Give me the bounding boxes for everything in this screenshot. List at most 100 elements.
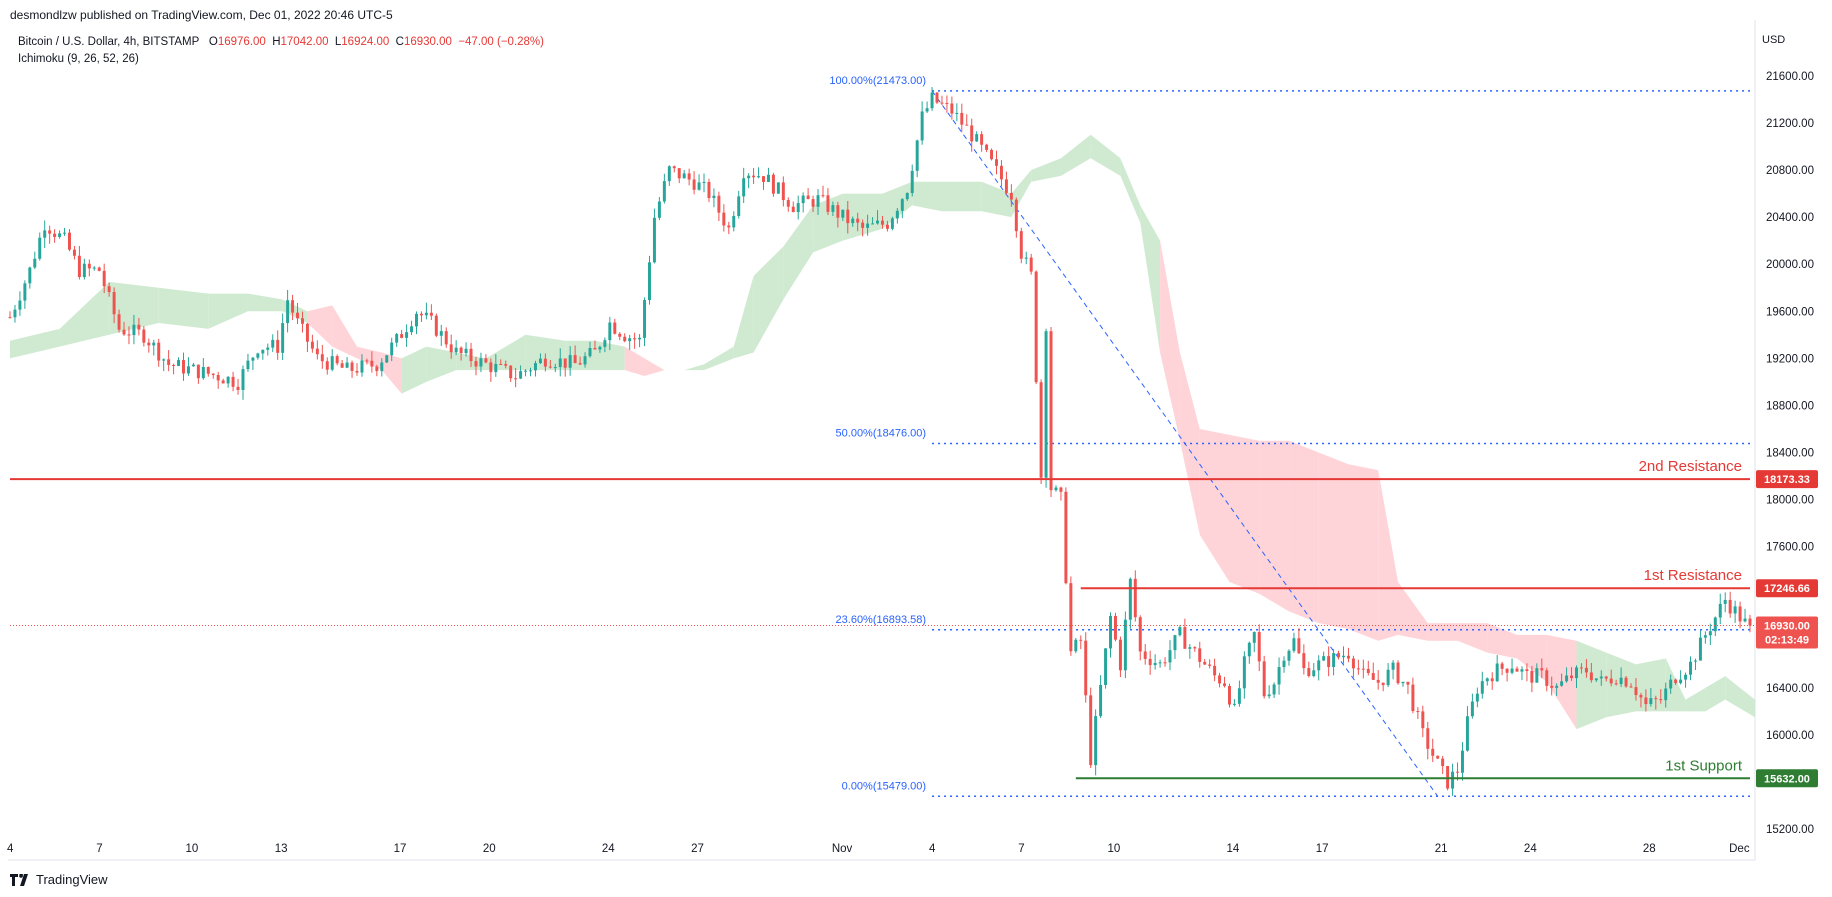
time-tick-label: 7 bbox=[96, 843, 102, 855]
level-name-label: 1st Resistance bbox=[1644, 567, 1742, 584]
currency-label[interactable]: USD bbox=[1762, 34, 1786, 46]
candle-body bbox=[1525, 669, 1529, 672]
candle-body bbox=[970, 125, 974, 142]
candle-body bbox=[58, 233, 62, 237]
fib-level-label: 0.00%(15479.00) bbox=[842, 780, 926, 792]
candle-body bbox=[965, 124, 969, 126]
candle-body bbox=[1713, 617, 1717, 632]
candle-body bbox=[419, 313, 423, 316]
candle-body bbox=[310, 341, 314, 349]
candle-body bbox=[712, 195, 716, 199]
candle-body bbox=[1262, 661, 1266, 697]
kumo-segment bbox=[783, 205, 814, 300]
price-axis: 21600.00 21200.00 20800.00 20400.00 20000.00… bbox=[1766, 71, 1814, 836]
candle-body bbox=[82, 263, 86, 278]
candle-body bbox=[1416, 711, 1420, 713]
price-tick-label: 16400.00 bbox=[1766, 683, 1814, 695]
candle-body bbox=[246, 360, 250, 370]
candle-body bbox=[1505, 668, 1509, 673]
candle-body bbox=[251, 357, 255, 361]
candle-body bbox=[350, 362, 354, 371]
candle-body bbox=[504, 364, 508, 366]
candle-body bbox=[1406, 681, 1410, 685]
candle-body bbox=[1599, 676, 1603, 679]
open-label: O bbox=[208, 36, 218, 48]
candle-body bbox=[1312, 670, 1316, 677]
candle-body bbox=[757, 176, 761, 178]
candle-body bbox=[1272, 684, 1276, 695]
candle-body bbox=[851, 218, 855, 224]
candle-body bbox=[1480, 681, 1484, 694]
candle-body bbox=[1064, 491, 1068, 584]
candle-body bbox=[623, 336, 627, 342]
candle-body bbox=[1495, 663, 1499, 682]
candle-body bbox=[935, 92, 939, 103]
candle-body bbox=[1143, 651, 1147, 659]
kumo-segment bbox=[1348, 464, 1379, 641]
candle-body bbox=[1252, 632, 1256, 643]
candle-body bbox=[23, 283, 27, 301]
level-price-badge-text: 18173.33 bbox=[1764, 474, 1810, 486]
candle-body bbox=[856, 218, 860, 223]
candle-body bbox=[1500, 663, 1504, 669]
level-price-badge-text: 15632.00 bbox=[1764, 773, 1810, 785]
tradingview-logo-text: TradingView bbox=[36, 872, 108, 887]
kumo-segment bbox=[753, 246, 784, 353]
candle-body bbox=[434, 315, 438, 336]
candle-body bbox=[1267, 694, 1271, 697]
kumo-segment bbox=[1060, 134, 1091, 176]
candle-body bbox=[1113, 615, 1117, 640]
candle-body bbox=[1084, 640, 1088, 696]
candle-body bbox=[410, 326, 414, 333]
level-price-badge-text: 17246.66 bbox=[1764, 583, 1810, 595]
candle-body bbox=[980, 134, 984, 145]
candle-body bbox=[1039, 382, 1043, 478]
ichimoku-cloud bbox=[10, 134, 1755, 730]
kumo-segment bbox=[208, 293, 248, 329]
candle-body bbox=[1664, 688, 1668, 701]
candle-body bbox=[127, 334, 131, 336]
kumo-segment bbox=[1517, 634, 1547, 682]
candle-body bbox=[1024, 257, 1028, 259]
candle-body bbox=[861, 222, 865, 228]
candle-body bbox=[300, 318, 304, 324]
candle-body bbox=[1327, 656, 1331, 667]
kumo-segment bbox=[684, 364, 705, 371]
candle-body bbox=[320, 354, 324, 362]
time-tick-label: 24 bbox=[1524, 843, 1537, 855]
candle-body bbox=[672, 166, 676, 169]
time-tick-label: 10 bbox=[185, 843, 198, 855]
candle-body bbox=[1342, 655, 1345, 658]
candle-body bbox=[628, 338, 632, 342]
kumo-segment bbox=[1229, 434, 1260, 594]
kumo-segment bbox=[1635, 658, 1666, 712]
candle-body bbox=[484, 358, 488, 363]
level-price-badge bbox=[1756, 769, 1818, 788]
candle-body bbox=[955, 112, 959, 114]
fib-trendline bbox=[931, 90, 1439, 797]
candle-body bbox=[1133, 578, 1137, 618]
price-tick-label: 18400.00 bbox=[1766, 448, 1814, 460]
candle-body bbox=[1520, 669, 1524, 672]
kumo-segment bbox=[624, 346, 645, 376]
candle-body bbox=[1178, 627, 1182, 636]
candle-body bbox=[365, 360, 369, 362]
candle-body bbox=[162, 359, 166, 361]
candle-body bbox=[1163, 662, 1167, 664]
candle-body bbox=[1361, 668, 1365, 670]
candle-body bbox=[880, 220, 884, 225]
candle-body bbox=[1604, 676, 1608, 679]
kumo-segment bbox=[941, 181, 982, 212]
candle-body bbox=[920, 111, 924, 141]
candle-body bbox=[1614, 683, 1618, 685]
symbol-name[interactable]: Bitcoin / U.S. Dollar, 4h, BITSTAMP bbox=[18, 36, 200, 48]
candle-body bbox=[1247, 642, 1251, 657]
candle-body bbox=[107, 286, 111, 293]
candle-body bbox=[1188, 647, 1192, 649]
candle-body bbox=[38, 237, 42, 259]
indicator-line[interactable]: Ichimoku (9, 26, 52, 26) bbox=[18, 53, 139, 65]
candle-body bbox=[1698, 637, 1702, 661]
kumo-segment bbox=[1031, 158, 1061, 182]
tradingview-logo[interactable]: TradingView bbox=[10, 872, 108, 887]
